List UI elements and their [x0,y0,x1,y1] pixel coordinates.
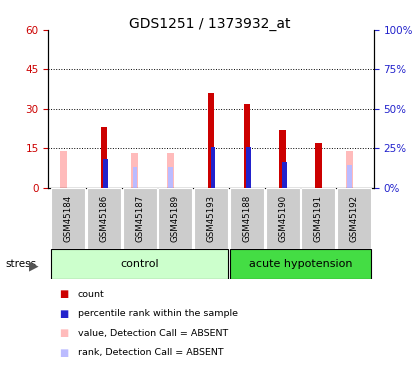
Bar [100,127,107,188]
Text: GSM45190: GSM45190 [278,195,287,242]
Bar [168,167,173,188]
Text: ▶: ▶ [29,259,38,272]
Bar [244,104,250,188]
Bar [230,188,264,249]
Text: GSM45187: GSM45187 [135,195,144,242]
Text: value, Detection Call = ABSENT: value, Detection Call = ABSENT [78,329,228,338]
Bar [167,153,174,188]
Text: acute hypotension: acute hypotension [249,260,352,269]
Text: rank, Detection Call = ABSENT: rank, Detection Call = ABSENT [78,348,223,357]
Text: GSM45188: GSM45188 [242,195,251,242]
Text: GSM45184: GSM45184 [63,195,73,242]
Bar [230,249,371,279]
Text: count: count [78,290,105,299]
Bar [302,188,335,249]
Bar [123,188,157,249]
Bar [103,159,108,188]
Bar [133,167,137,188]
Text: ■: ■ [59,328,68,338]
Text: ■: ■ [59,290,68,299]
Bar [346,151,353,188]
Bar [87,188,121,249]
Bar [211,147,215,188]
Bar [265,188,299,249]
Bar [337,188,371,249]
Bar [131,153,139,188]
Text: GSM45189: GSM45189 [171,195,180,242]
Bar [51,188,85,249]
Bar [158,188,192,249]
Text: GSM45192: GSM45192 [349,195,359,242]
Text: GSM45193: GSM45193 [207,195,215,242]
Bar [315,143,322,188]
Text: percentile rank within the sample: percentile rank within the sample [78,309,238,318]
Text: GDS1251 / 1373932_at: GDS1251 / 1373932_at [129,17,291,31]
Bar [347,165,352,188]
Bar [51,249,228,279]
Bar [60,151,67,188]
Bar [194,188,228,249]
Text: GSM45191: GSM45191 [314,195,323,242]
Text: GSM45186: GSM45186 [99,195,108,242]
Bar [282,162,286,188]
Text: ■: ■ [59,309,68,319]
Bar [279,130,286,188]
Text: stress: stress [5,260,36,269]
Bar [247,147,251,188]
Text: ■: ■ [59,348,68,358]
Bar [208,93,214,188]
Text: control: control [120,260,159,269]
